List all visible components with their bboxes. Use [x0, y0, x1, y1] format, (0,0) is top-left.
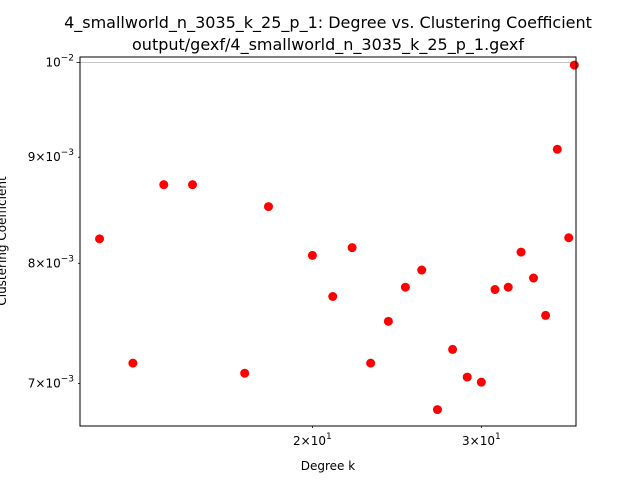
- data-point: [503, 282, 513, 292]
- data-point: [95, 234, 105, 244]
- y-tick-label: 10−2: [45, 53, 74, 69]
- data-point: [490, 285, 500, 295]
- data-point: [569, 60, 579, 70]
- plot-frame: [79, 56, 577, 427]
- y-tick-label: 8×10−3: [28, 254, 74, 270]
- data-point: [383, 316, 393, 326]
- data-point: [128, 358, 138, 368]
- x-axis-ticks: 2×101 3×101: [293, 426, 501, 448]
- data-point: [400, 282, 410, 292]
- data-point: [541, 310, 551, 320]
- data-point: [529, 273, 539, 283]
- y-axis-label: Clustering Coefficient: [0, 176, 9, 306]
- data-point: [159, 180, 169, 190]
- data-points: [95, 60, 579, 415]
- chart-title: 4_smallworld_n_3035_k_25_p_1: Degree vs.…: [64, 13, 592, 33]
- data-point: [264, 202, 274, 212]
- data-point: [240, 368, 250, 378]
- data-point: [347, 243, 357, 253]
- y-axis-ticks: 10−2 9×10−3 8×10−3 7×10−3: [28, 53, 80, 390]
- x-axis-label: Degree k: [301, 459, 355, 473]
- data-point: [462, 372, 472, 382]
- chart-subtitle: output/gexf/4_smallworld_n_3035_k_25_p_1…: [132, 35, 524, 55]
- y-tick-label: 9×10−3: [28, 148, 74, 164]
- data-point: [417, 265, 427, 275]
- data-point: [476, 377, 486, 387]
- data-point: [366, 358, 376, 368]
- data-point: [328, 292, 338, 302]
- y-tick-label: 7×10−3: [28, 374, 74, 390]
- data-point: [448, 344, 458, 354]
- data-point: [432, 405, 442, 415]
- data-point: [516, 247, 526, 257]
- x-tick-label: 3×101: [462, 432, 501, 448]
- data-point: [564, 233, 574, 243]
- x-tick-label: 2×101: [293, 432, 332, 448]
- data-point: [188, 180, 198, 190]
- data-point: [552, 144, 562, 154]
- data-point: [307, 250, 317, 260]
